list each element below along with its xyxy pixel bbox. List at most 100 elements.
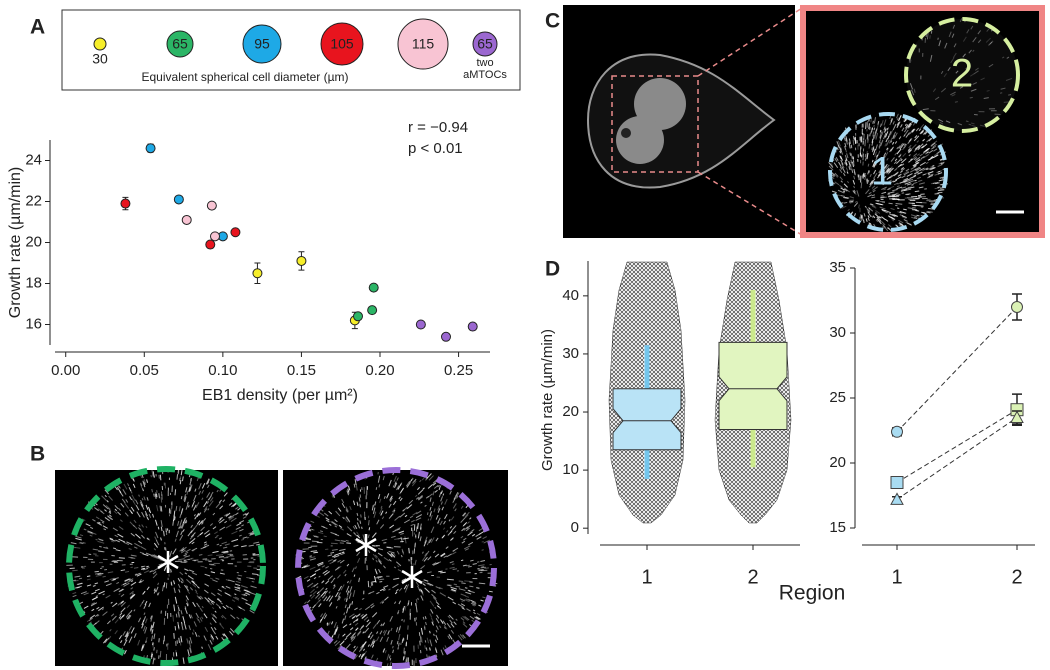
cell-body: [616, 116, 664, 164]
streak: [208, 495, 212, 501]
streak: [424, 536, 428, 544]
streak: [141, 567, 145, 570]
streak: [360, 514, 362, 518]
streak: [932, 143, 937, 148]
streak: [206, 600, 212, 606]
streak: [409, 515, 414, 519]
streak: [241, 597, 248, 602]
streak: [231, 496, 236, 501]
streak: [337, 565, 342, 570]
streak: [883, 152, 887, 157]
streak: [369, 640, 375, 647]
streak: [379, 498, 382, 503]
streak: [394, 591, 398, 595]
streak: [871, 146, 875, 153]
streak: [478, 564, 485, 567]
streak: [194, 589, 198, 593]
streak: [355, 628, 358, 631]
streak: [334, 552, 342, 556]
streak: [423, 579, 429, 582]
streak: [470, 602, 477, 606]
streak: [321, 565, 326, 568]
streak: [207, 484, 210, 489]
streak: [354, 607, 358, 611]
streak: [922, 132, 926, 136]
streak: [122, 489, 127, 495]
streak: [893, 179, 898, 183]
legend-note: aMTOCs: [463, 69, 507, 81]
streak: [114, 504, 119, 510]
streak: [244, 589, 249, 592]
streak: [906, 222, 912, 226]
streak: [390, 639, 393, 645]
streak: [252, 554, 260, 556]
streak: [419, 536, 422, 542]
streak: [970, 122, 975, 125]
streak: [927, 171, 934, 174]
streak: [231, 599, 236, 602]
streak: [130, 557, 136, 559]
streak: [901, 167, 906, 172]
streak: [389, 524, 395, 529]
streak: [903, 208, 907, 211]
streak: [398, 530, 405, 534]
streak: [237, 605, 242, 609]
streak: [195, 612, 200, 619]
series-line: [896, 417, 1018, 500]
streak: [356, 619, 359, 622]
streak: [434, 489, 438, 493]
box: [612, 388, 682, 451]
streak: [181, 476, 184, 482]
streak: [334, 566, 340, 571]
streak: [425, 647, 428, 651]
streak: [867, 135, 869, 142]
streak: [345, 643, 351, 650]
point: [120, 198, 131, 209]
streak: [137, 639, 141, 646]
streak: [123, 483, 128, 490]
streak: [916, 153, 920, 157]
streak: [397, 537, 403, 540]
streak: [898, 115, 902, 121]
streak: [94, 613, 99, 618]
streak: [185, 548, 191, 553]
streak: [102, 504, 109, 510]
streak: [198, 512, 202, 516]
streak: [871, 196, 876, 199]
streak: [192, 629, 195, 633]
streak: [144, 627, 148, 634]
streak: [374, 554, 378, 558]
streak: [379, 507, 383, 515]
streak: [328, 523, 332, 526]
streak: [420, 595, 424, 601]
streak: [896, 186, 903, 190]
y-tick-label: 0: [571, 519, 579, 536]
streak: [224, 592, 231, 596]
streak: [429, 497, 432, 502]
streak: [310, 584, 316, 589]
streak: [957, 78, 961, 82]
streak: [123, 639, 128, 646]
streak: [873, 162, 877, 168]
streak: [879, 206, 886, 210]
streak: [376, 619, 381, 625]
streak: [885, 138, 889, 143]
streak: [945, 120, 951, 124]
streak: [375, 657, 379, 662]
streak: [935, 182, 940, 185]
streak: [131, 494, 136, 501]
streak: [131, 498, 135, 503]
streak: [422, 487, 425, 490]
streak: [371, 505, 374, 511]
streak: [391, 535, 396, 539]
streak: [837, 189, 845, 194]
streak: [95, 574, 102, 577]
streak: [201, 517, 207, 524]
streak: [197, 532, 203, 538]
streak: [331, 560, 337, 563]
streak: [972, 37, 977, 43]
streak: [901, 215, 907, 219]
streak: [185, 521, 188, 524]
region-outline: [904, 17, 1020, 133]
streak: [192, 504, 197, 511]
